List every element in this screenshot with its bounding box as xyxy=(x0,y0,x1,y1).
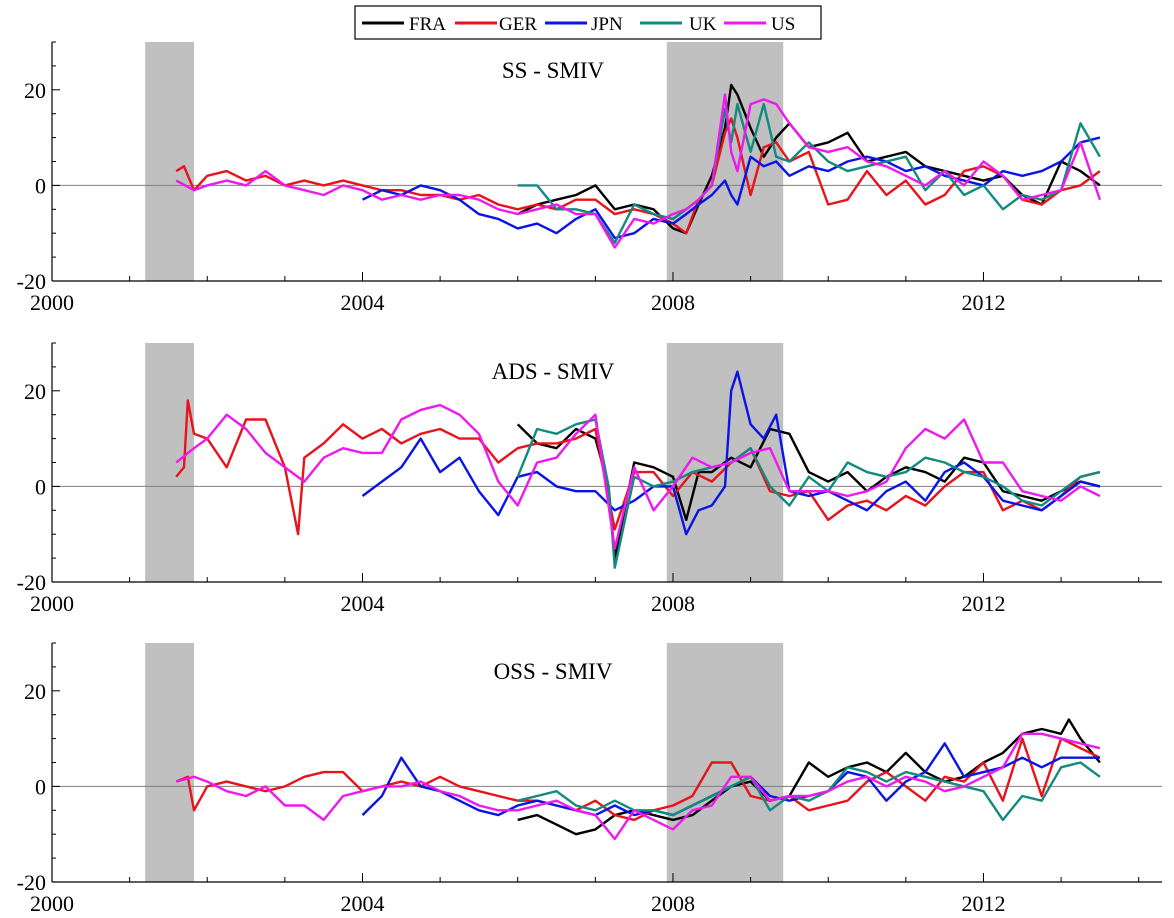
legend-label-jpn: JPN xyxy=(591,14,623,35)
panel-title: OSS - SMIV xyxy=(494,659,613,684)
series-line-ger xyxy=(175,737,1101,822)
recession-band xyxy=(145,643,195,882)
panel-title: SS - SMIV xyxy=(502,58,605,83)
legend-label-fra: FRA xyxy=(409,14,446,35)
recession-band xyxy=(145,343,195,582)
series-line-ger xyxy=(175,117,1101,235)
y-tick-label: 0 xyxy=(35,774,46,799)
x-tick-label: 2008 xyxy=(651,591,695,616)
series-line-uk xyxy=(516,418,1101,569)
x-tick-label: 2004 xyxy=(340,891,384,916)
x-tick-label: 2008 xyxy=(651,290,695,315)
series-line-fra xyxy=(517,83,1101,235)
y-tick-label: 20 xyxy=(24,78,46,103)
recession-band xyxy=(145,42,195,281)
panel-title: ADS - SMIV xyxy=(492,359,615,384)
legend-label-us: US xyxy=(771,14,795,35)
legend-label-ger: GER xyxy=(499,14,537,35)
x-tick-label: 2000 xyxy=(30,891,74,916)
series-line-uk xyxy=(517,102,1101,245)
x-tick-label: 2012 xyxy=(961,591,1005,616)
series-line-jpn xyxy=(361,136,1101,240)
x-tick-label: 2000 xyxy=(30,290,74,315)
x-tick-label: 2004 xyxy=(340,290,384,315)
series-line-us xyxy=(175,403,1101,550)
x-tick-label: 2012 xyxy=(961,290,1005,315)
series-line-fra xyxy=(517,718,1101,836)
y-tick-label: 0 xyxy=(35,474,46,499)
legend-label-uk: UK xyxy=(689,14,717,35)
y-tick-label: -20 xyxy=(17,570,46,595)
panel-3: 2000 2004 2008 2012 -20 0 20 OSS - SMIV xyxy=(17,642,1162,916)
legend: FRA GER JPN UK US xyxy=(354,5,822,40)
x-tick-label: 2008 xyxy=(651,891,695,916)
y-tick-label: 20 xyxy=(24,379,46,404)
y-tick-label: 20 xyxy=(24,679,46,704)
recession-band xyxy=(666,42,784,281)
y-tick-label: -20 xyxy=(17,269,46,294)
x-tick-label: 2000 xyxy=(30,591,74,616)
series-line-us xyxy=(175,732,1101,841)
series-line-jpn xyxy=(361,370,1101,536)
series-line-uk xyxy=(517,761,1101,822)
panel-1: 2000 2004 2008 2012 -20 0 20 SS - SMIV xyxy=(17,41,1162,315)
panel-2: 2000 2004 2008 2012 -20 0 20 ADS - SMIV xyxy=(17,342,1162,616)
y-tick-label: 0 xyxy=(35,173,46,198)
x-tick-label: 2012 xyxy=(961,891,1005,916)
series-line-us xyxy=(175,93,1102,249)
y-tick-label: -20 xyxy=(17,870,46,895)
x-tick-label: 2004 xyxy=(340,591,384,616)
